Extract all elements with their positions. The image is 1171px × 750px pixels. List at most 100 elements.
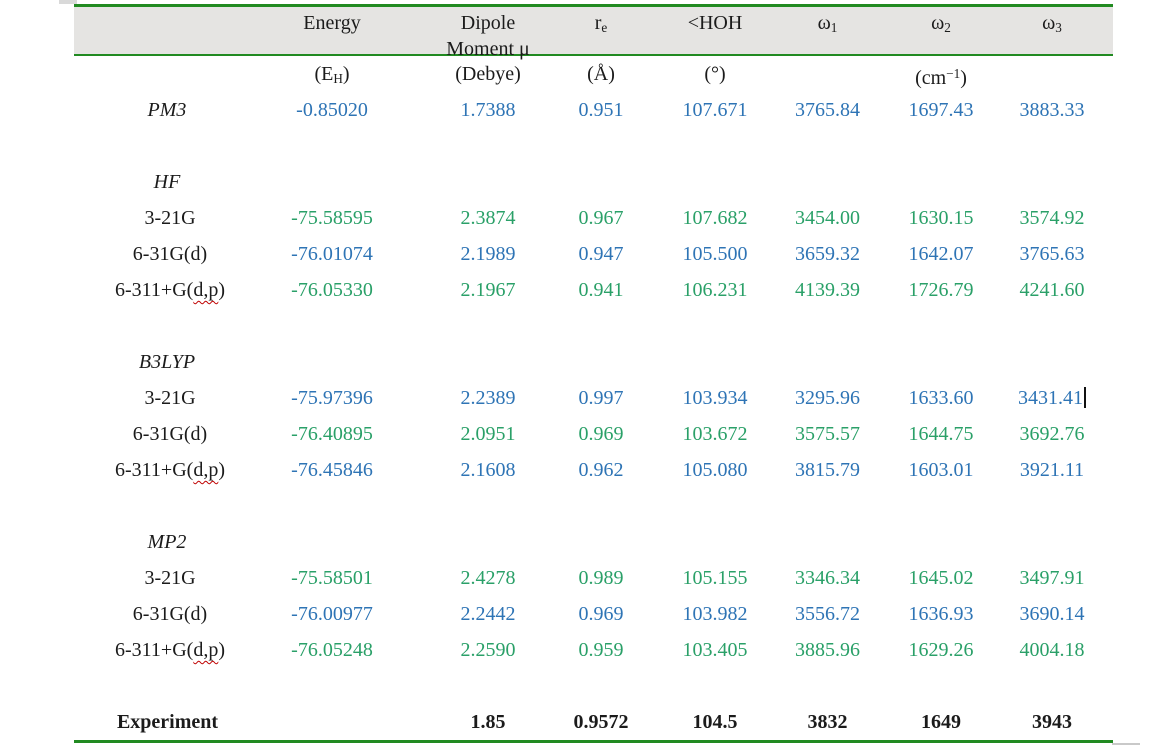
- row-label[interactable]: 3-21G: [144, 387, 196, 409]
- row-label[interactable]: 6-311+G(d,p): [74, 632, 245, 668]
- header-cell-omega1[interactable]: ω1: [785, 7, 870, 54]
- cell-hoh-angle[interactable]: 105.500: [645, 236, 785, 272]
- unit-re[interactable]: (Å): [587, 63, 615, 85]
- cell-omega3[interactable]: 3943: [1012, 704, 1110, 740]
- cell-hoh-angle[interactable]: 103.982: [645, 596, 785, 632]
- cell-omega1[interactable]: 3346.34: [785, 560, 870, 596]
- cell-omega1[interactable]: 3885.96: [785, 632, 870, 668]
- cell-dipole-moment[interactable]: 2.4278: [419, 560, 557, 596]
- cell-energy[interactable]: -76.05248: [245, 632, 419, 668]
- cell-hoh-angle[interactable]: 105.155: [645, 560, 785, 596]
- cell-omega2[interactable]: 1633.60: [870, 380, 1012, 416]
- cell-omega2[interactable]: 1629.26: [870, 632, 1012, 668]
- cell-dipole-moment[interactable]: 1.85: [419, 704, 557, 740]
- cell-dipole-moment[interactable]: 2.1967: [419, 272, 557, 308]
- cell-omega2[interactable]: 1603.01: [870, 452, 1012, 488]
- cell-omega3[interactable]: 3883.33: [1012, 92, 1110, 128]
- cell-omega3[interactable]: 3497.91: [1012, 560, 1110, 596]
- cell-energy[interactable]: -76.40895: [245, 416, 419, 452]
- header-cell-energy[interactable]: Energy: [245, 7, 419, 54]
- cell-omega2[interactable]: 1649: [870, 704, 1012, 740]
- unit-dipole[interactable]: (Debye): [455, 63, 521, 85]
- cell-dipole-moment[interactable]: 2.3874: [419, 200, 557, 236]
- cell-omega3[interactable]: 3921.11: [1012, 452, 1110, 488]
- cell-omega3[interactable]: 3431.41: [1012, 380, 1110, 416]
- cell-omega1[interactable]: 3815.79: [785, 452, 870, 488]
- cell-omega2[interactable]: 1636.93: [870, 596, 1012, 632]
- cell-hoh-angle[interactable]: 105.080: [645, 452, 785, 488]
- cell-omega1[interactable]: 3575.57: [785, 416, 870, 452]
- cell-energy[interactable]: -76.45846: [245, 452, 419, 488]
- cell-dipole-moment[interactable]: 2.0951: [419, 416, 557, 452]
- cell-omega3[interactable]: 3574.92: [1012, 200, 1110, 236]
- cell-bond-length-re[interactable]: 0.989: [557, 560, 645, 596]
- row-label[interactable]: 6-311+G(d,p): [74, 452, 245, 488]
- cell-hoh-angle[interactable]: 103.934: [645, 380, 785, 416]
- unit-energy[interactable]: (EH): [245, 56, 419, 92]
- row-label[interactable]: PM3: [147, 99, 187, 121]
- cell-omega1[interactable]: 3765.84: [785, 92, 870, 128]
- row-label[interactable]: 6-31G(d): [132, 243, 208, 265]
- cell-omega3[interactable]: 3692.76: [1012, 416, 1110, 452]
- cell-dipole-moment[interactable]: 2.1989: [419, 236, 557, 272]
- cell-hoh-angle[interactable]: 107.671: [645, 92, 785, 128]
- cell-bond-length-re[interactable]: 0.969: [557, 416, 645, 452]
- row-label[interactable]: HF: [153, 171, 181, 193]
- unit-wavenumber[interactable]: (cm−1): [870, 56, 1012, 92]
- cell-bond-length-re[interactable]: 0.947: [557, 236, 645, 272]
- cell-omega2[interactable]: 1645.02: [870, 560, 1012, 596]
- cell-omega3[interactable]: 3690.14: [1012, 596, 1110, 632]
- cell-dipole-moment[interactable]: 2.2590: [419, 632, 557, 668]
- cell-dipole-moment[interactable]: 2.2442: [419, 596, 557, 632]
- cell-energy[interactable]: -76.01074: [245, 236, 419, 272]
- cell-omega3[interactable]: 4004.18: [1012, 632, 1110, 668]
- row-label[interactable]: MP2: [147, 531, 187, 553]
- cell-omega2[interactable]: 1726.79: [870, 272, 1012, 308]
- cell-omega1[interactable]: 3295.96: [785, 380, 870, 416]
- row-label[interactable]: 6-31G(d): [132, 603, 208, 625]
- row-label[interactable]: B3LYP: [138, 351, 196, 373]
- cell-bond-length-re[interactable]: 0.962: [557, 452, 645, 488]
- cell-omega2[interactable]: 1630.15: [870, 200, 1012, 236]
- cell-omega2[interactable]: 1642.07: [870, 236, 1012, 272]
- cell-energy[interactable]: -75.58595: [245, 200, 419, 236]
- cell-energy[interactable]: -76.05330: [245, 272, 419, 308]
- cell-omega1[interactable]: 3832: [785, 704, 870, 740]
- unit-hoh[interactable]: (°): [704, 63, 726, 85]
- row-label[interactable]: 3-21G: [144, 207, 196, 229]
- cell-omega2[interactable]: 1697.43: [870, 92, 1012, 128]
- cell-hoh-angle[interactable]: 103.672: [645, 416, 785, 452]
- header-cell-omega3[interactable]: ω3: [1012, 7, 1110, 54]
- cell-bond-length-re[interactable]: 0.941: [557, 272, 645, 308]
- row-label[interactable]: 3-21G: [144, 567, 196, 589]
- cell-energy[interactable]: [245, 704, 419, 740]
- cell-energy[interactable]: -76.00977: [245, 596, 419, 632]
- cell-omega3[interactable]: 4241.60: [1012, 272, 1110, 308]
- row-label[interactable]: Experiment: [116, 711, 219, 733]
- cell-dipole-moment[interactable]: 2.1608: [419, 452, 557, 488]
- cell-omega2[interactable]: 1644.75: [870, 416, 1012, 452]
- cell-hoh-angle[interactable]: 104.5: [645, 704, 785, 740]
- cell-omega1[interactable]: 3556.72: [785, 596, 870, 632]
- cell-bond-length-re[interactable]: 0.959: [557, 632, 645, 668]
- row-label[interactable]: 6-31G(d): [132, 423, 208, 445]
- cell-omega1[interactable]: 3659.32: [785, 236, 870, 272]
- header-cell-omega2[interactable]: ω2: [870, 7, 1012, 54]
- cell-bond-length-re[interactable]: 0.997: [557, 380, 645, 416]
- cell-bond-length-re[interactable]: 0.969: [557, 596, 645, 632]
- cell-bond-length-re[interactable]: 0.951: [557, 92, 645, 128]
- cell-energy[interactable]: -0.85020: [245, 92, 419, 128]
- cell-hoh-angle[interactable]: 107.682: [645, 200, 785, 236]
- header-cell-dipole-moment[interactable]: Dipole Moment μ: [419, 7, 557, 60]
- cell-bond-length-re[interactable]: 0.967: [557, 200, 645, 236]
- cell-hoh-angle[interactable]: 103.405: [645, 632, 785, 668]
- cell-hoh-angle[interactable]: 106.231: [645, 272, 785, 308]
- cell-dipole-moment[interactable]: 2.2389: [419, 380, 557, 416]
- header-cell-re[interactable]: re: [557, 7, 645, 54]
- cell-energy[interactable]: -75.97396: [245, 380, 419, 416]
- cell-dipole-moment[interactable]: 1.7388: [419, 92, 557, 128]
- header-cell-hoh-angle[interactable]: <HOH: [645, 7, 785, 54]
- cell-omega1[interactable]: 3454.00: [785, 200, 870, 236]
- cell-bond-length-re[interactable]: 0.9572: [557, 704, 645, 740]
- cell-omega1[interactable]: 4139.39: [785, 272, 870, 308]
